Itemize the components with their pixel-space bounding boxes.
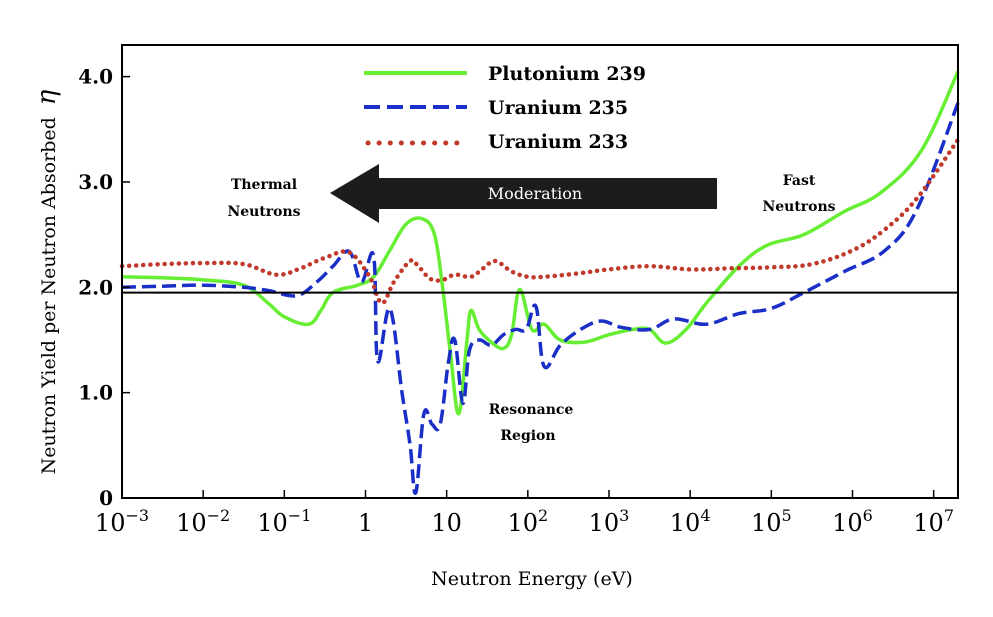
svg-text:Neutron Yield per Neutron Abso: Neutron Yield per Neutron Absorbed η xyxy=(32,89,62,474)
x-tick-label: 106 xyxy=(832,506,873,537)
annotation-resonance-line2: Region xyxy=(500,428,555,444)
moderation-arrow-shape xyxy=(330,164,717,223)
x-tick-label: 10 xyxy=(431,509,462,537)
y-tick-label: 2.0 xyxy=(78,275,113,299)
annotation-fast-line1: Fast xyxy=(783,173,816,189)
x-tick-label: 10−1 xyxy=(257,506,311,537)
x-tick-label: 105 xyxy=(751,506,792,537)
legend-label-uranium-233: Uranium 233 xyxy=(488,131,628,153)
x-tick-label: 10−3 xyxy=(95,506,149,537)
series-line-uranium-235 xyxy=(121,102,960,495)
y-tick-label: 1.0 xyxy=(78,381,113,405)
annotation-fast-line2: Neutrons xyxy=(762,199,835,215)
x-tick-label: 10−2 xyxy=(176,506,230,537)
legend-label-uranium-235: Uranium 235 xyxy=(488,97,628,119)
x-ticks: 10−3 10−2 10−1 1 10 102 103 104 105 106 107 xyxy=(95,490,954,537)
legend-label-plutonium-239: Plutonium 239 xyxy=(488,63,646,85)
y-axis-title-symbol: η xyxy=(32,89,62,105)
legend: Plutonium 239 Uranium 235 Uranium 233 xyxy=(364,63,646,153)
x-tick-label: 103 xyxy=(589,506,630,537)
x-tick-label: 107 xyxy=(913,506,954,537)
moderation-arrow: Moderation xyxy=(330,164,717,223)
y-axis-title-text: Neutron Yield per Neutron Absorbed xyxy=(38,117,60,474)
y-axis-title: Neutron Yield per Neutron Absorbed η xyxy=(32,89,62,474)
x-axis-title: Neutron Energy (eV) xyxy=(431,568,633,590)
y-tick-label: 3.0 xyxy=(78,170,113,194)
annotation-thermal-line2: Neutrons xyxy=(227,204,300,220)
series-line-uranium-233 xyxy=(119,137,961,306)
moderation-label: Moderation xyxy=(488,184,582,203)
annotation-thermal-line1: Thermal xyxy=(231,177,297,193)
annotation-resonance-line1: Resonance xyxy=(489,402,574,418)
series-line-plutonium-239 xyxy=(121,70,960,416)
x-tick-label: 1 xyxy=(358,509,373,537)
series-layer xyxy=(119,70,961,495)
x-tick-label: 104 xyxy=(670,506,711,537)
y-ticks: 0 1.0 2.0 3.0 4.0 xyxy=(78,65,130,510)
plot-frame xyxy=(121,44,959,499)
y-tick-label: 4.0 xyxy=(78,65,113,89)
y-tick-label: 0 xyxy=(99,486,113,510)
x-tick-label: 102 xyxy=(507,506,548,537)
